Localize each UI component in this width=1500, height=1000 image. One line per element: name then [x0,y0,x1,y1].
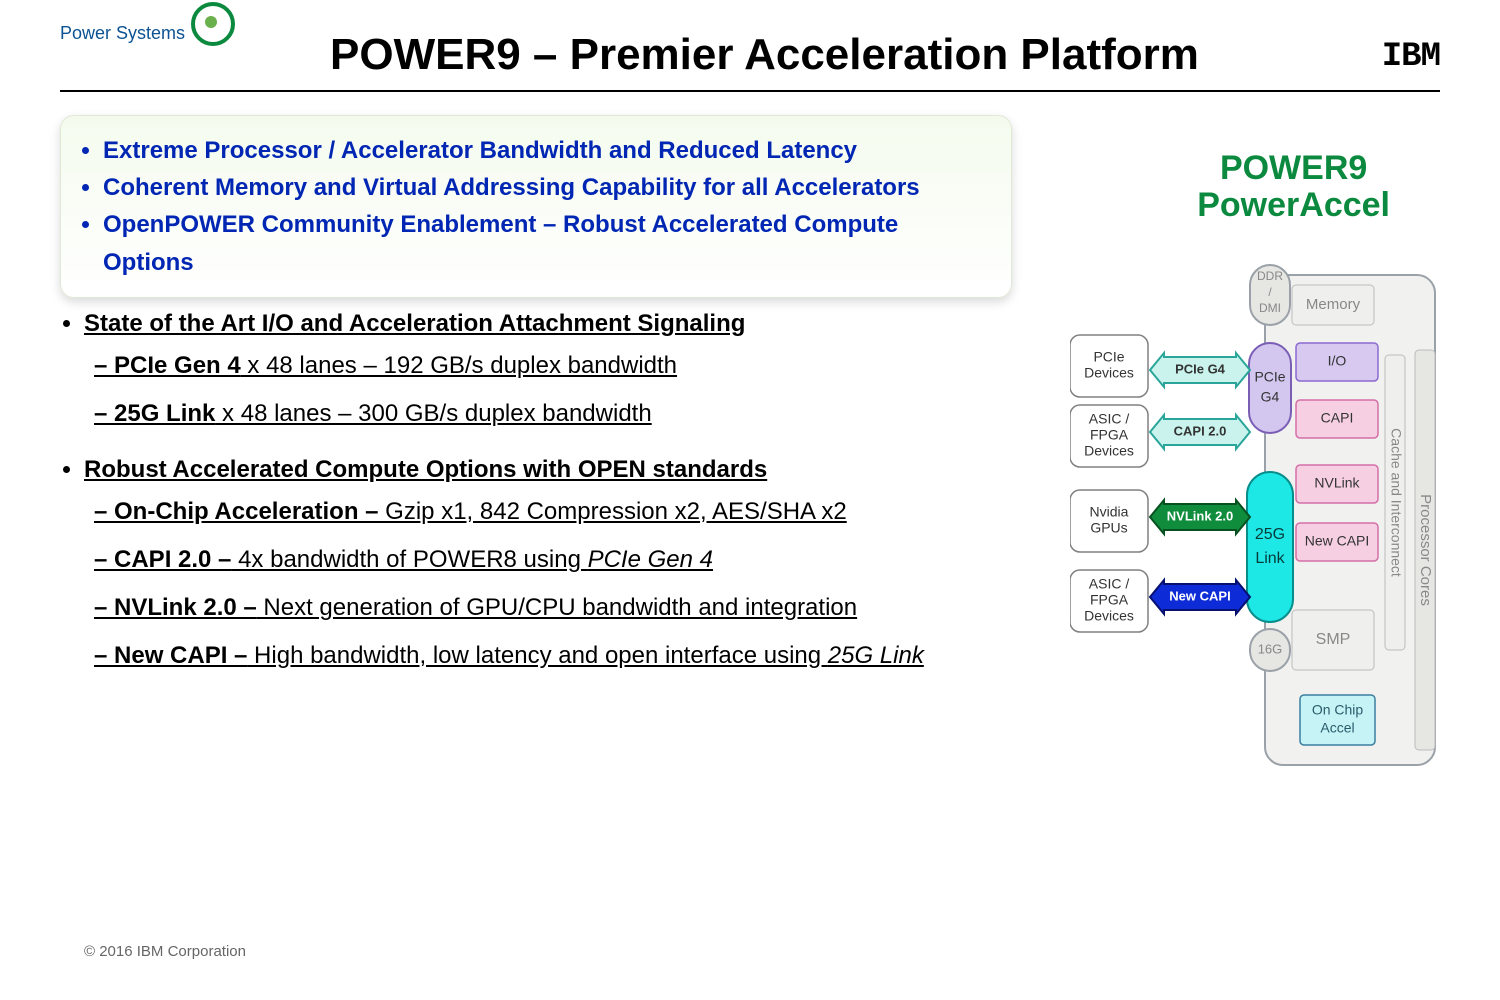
svg-text:Processor Cores: Processor Cores [1417,494,1434,606]
svg-text:New CAPI: New CAPI [1169,588,1230,603]
power-systems-text: Power Systems [60,23,185,44]
body-item: 25G Link x 48 lanes – 300 GB/s duplex ba… [122,400,950,428]
footer-copyright: © 2016 IBM Corporation [84,943,246,960]
svg-text:PCIe G4: PCIe G4 [1175,361,1226,376]
svg-text:PCIe: PCIe [1093,349,1124,365]
body-item: NVLink 2.0 – Next generation of GPU/CPU … [122,594,950,622]
header: Power Systems POWER9 – Premier Accelerat… [60,20,1440,92]
svg-text:On Chip: On Chip [1312,702,1364,718]
svg-text:NVLink 2.0: NVLink 2.0 [1167,508,1233,523]
svg-text:Nvidia: Nvidia [1090,504,1129,520]
diagram-title: POWER9PowerAccel [1197,150,1390,225]
highlight-item: Coherent Memory and Virtual Addressing C… [103,169,995,206]
highlight-item: Extreme Processor / Accelerator Bandwidt… [103,132,995,169]
svg-text:GPUs: GPUs [1090,520,1127,536]
svg-text:SMP: SMP [1316,631,1351,648]
svg-text:Accel: Accel [1320,720,1354,736]
body-item: New CAPI – High bandwidth, low latency a… [122,642,950,670]
svg-text:FPGA: FPGA [1090,427,1129,443]
svg-text:Devices: Devices [1084,365,1134,381]
svg-text:DMI: DMI [1259,301,1281,315]
svg-text:FPGA: FPGA [1090,592,1129,608]
svg-text:CAPI: CAPI [1321,410,1354,426]
highlight-box: Extreme Processor / Accelerator Bandwidt… [60,115,1012,298]
body-item: PCIe Gen 4 x 48 lanes – 192 GB/s duplex … [122,352,950,380]
svg-text:Cache and Interconnect: Cache and Interconnect [1388,428,1404,577]
power-systems-logo: Power Systems [60,20,235,46]
power-systems-icon [191,2,235,46]
svg-text:Devices: Devices [1084,443,1134,459]
body-item: CAPI 2.0 – 4x bandwidth of POWER8 using … [122,546,950,574]
ibm-logo: IBM [1382,38,1440,76]
svg-text:Link: Link [1255,550,1285,567]
svg-text:I/O: I/O [1328,353,1347,369]
diagram: Processor Cores Cache and Interconnect Mem… [1070,255,1440,775]
svg-text:ASIC /: ASIC / [1089,576,1130,592]
body-section: State of the Art I/O and Acceleration At… [84,310,950,428]
body-section: Robust Accelerated Compute Options with … [84,456,950,670]
svg-text:G4: G4 [1261,389,1280,405]
highlight-list: Extreme Processor / Accelerator Bandwidt… [75,132,995,281]
svg-text:Devices: Devices [1084,608,1134,624]
svg-text:NVLink: NVLink [1314,475,1360,491]
svg-text:25G: 25G [1255,526,1285,543]
svg-text:CAPI 2.0: CAPI 2.0 [1174,423,1227,438]
svg-text:Memory: Memory [1306,296,1361,313]
svg-text:16G: 16G [1258,641,1283,656]
svg-text:ASIC /: ASIC / [1089,411,1130,427]
svg-text:DDR: DDR [1257,269,1283,283]
highlight-item: OpenPOWER Community Enablement – Robust … [103,206,995,280]
page-title: POWER9 – Premier Acceleration Platform [330,30,1199,80]
body-text: State of the Art I/O and Acceleration At… [60,310,950,698]
body-item: On-Chip Acceleration – Gzip x1, 842 Comp… [122,498,950,526]
svg-text:PCIe: PCIe [1254,369,1285,385]
svg-text:New CAPI: New CAPI [1305,533,1370,549]
